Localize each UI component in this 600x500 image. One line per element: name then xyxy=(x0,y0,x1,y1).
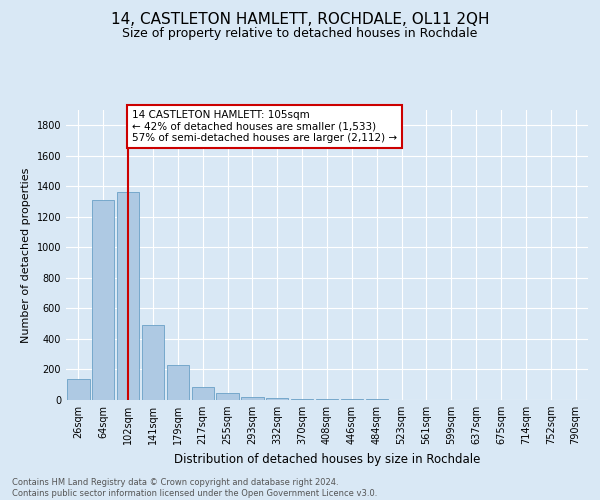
Y-axis label: Number of detached properties: Number of detached properties xyxy=(21,168,31,342)
Bar xyxy=(117,192,139,400)
Text: 14 CASTLETON HAMLETT: 105sqm
← 42% of detached houses are smaller (1,533)
57% of: 14 CASTLETON HAMLETT: 105sqm ← 42% of de… xyxy=(132,110,397,143)
Bar xyxy=(266,398,289,400)
Bar xyxy=(67,378,89,400)
Bar xyxy=(365,399,388,400)
Bar xyxy=(92,200,115,400)
Text: Size of property relative to detached houses in Rochdale: Size of property relative to detached ho… xyxy=(122,28,478,40)
Bar xyxy=(167,365,189,400)
Bar xyxy=(316,399,338,400)
Bar xyxy=(217,393,239,400)
Bar xyxy=(142,325,164,400)
Bar xyxy=(241,396,263,400)
Text: Contains HM Land Registry data © Crown copyright and database right 2024.
Contai: Contains HM Land Registry data © Crown c… xyxy=(12,478,377,498)
Bar xyxy=(291,399,313,400)
Bar xyxy=(191,388,214,400)
Text: 14, CASTLETON HAMLETT, ROCHDALE, OL11 2QH: 14, CASTLETON HAMLETT, ROCHDALE, OL11 2Q… xyxy=(111,12,489,28)
X-axis label: Distribution of detached houses by size in Rochdale: Distribution of detached houses by size … xyxy=(174,452,480,466)
